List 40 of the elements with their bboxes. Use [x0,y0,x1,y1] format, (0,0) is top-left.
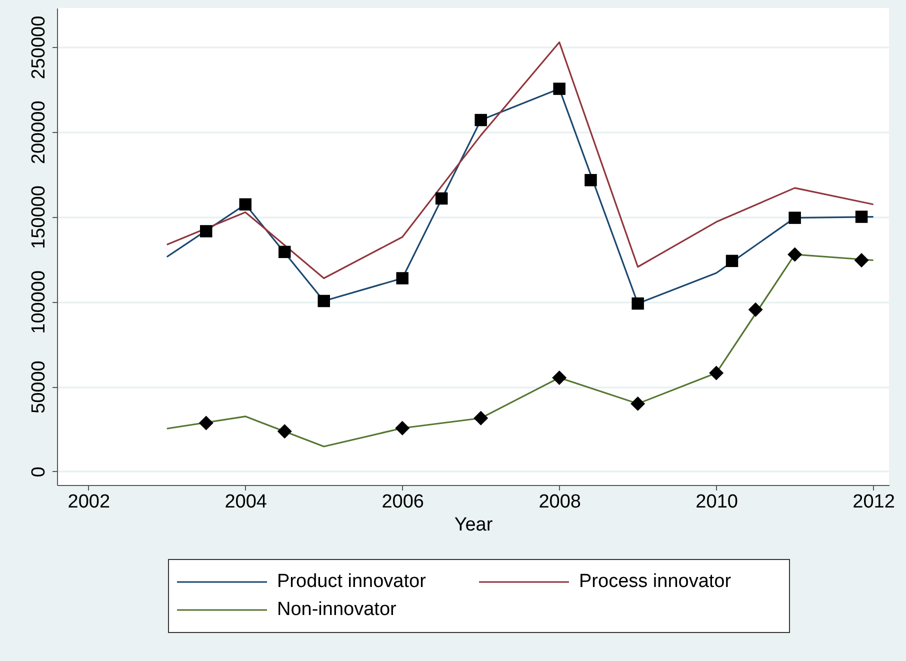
point [788,247,802,262]
point [239,198,252,211]
y-tick-label: 200000 [28,100,50,164]
point [854,253,869,268]
y-tick-label: 150000 [28,186,50,249]
x-tick-label: 2002 [68,492,110,512]
y-tick-label: 100000 [28,270,50,334]
point [474,114,487,126]
point [553,82,566,95]
line-series [166,41,874,280]
y-tick-label: 250000 [28,16,50,80]
point [278,246,291,258]
x-tick-label: 2008 [538,492,581,512]
y-tick-label: 0 [28,466,50,478]
point [748,302,763,317]
point [395,420,410,436]
point [277,424,292,439]
point [726,254,738,268]
point [318,294,330,308]
point [632,297,644,310]
point [709,366,724,380]
point [788,212,801,224]
point [200,225,212,238]
point [855,210,868,223]
legend-label: Process innovator [579,571,732,593]
point [552,370,567,385]
y-tick-label: 50000 [28,360,50,414]
x-tick-label: 2012 [852,492,895,512]
legend-label: Product innovator [277,571,426,593]
point [474,410,488,426]
x-tick-label: 2010 [696,492,738,512]
point [584,174,597,186]
x-tick-label: 2004 [224,492,268,512]
x-tick-label: 2006 [382,492,424,512]
point [435,192,448,205]
legend-label: Non-innovator [277,599,396,621]
point [630,396,646,411]
point [198,416,214,430]
x-axis-title: Year [454,514,494,536]
point [396,272,408,284]
